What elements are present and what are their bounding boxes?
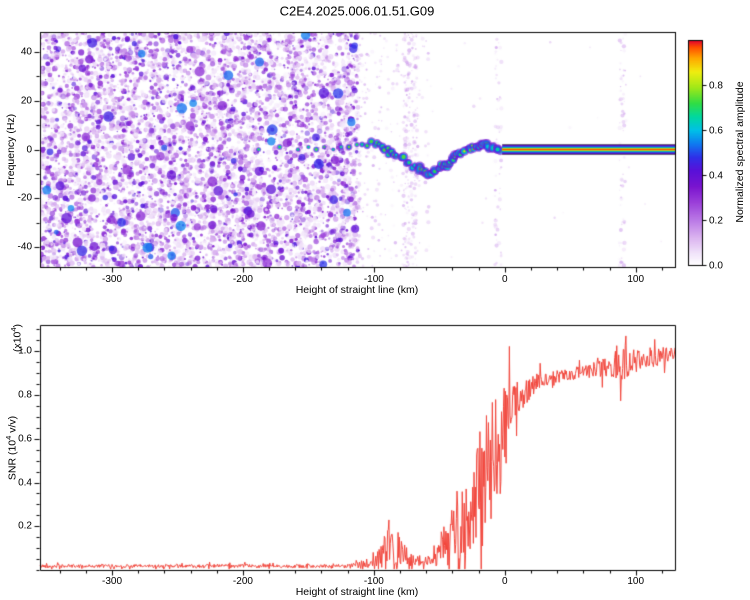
- figure-title: C2E4.2025.006.01.51.G09: [279, 3, 435, 19]
- ylabel-exponent: 4: [3, 435, 13, 440]
- spectrogram-canvas: [0, 0, 750, 300]
- tick-label: 0: [26, 144, 32, 155]
- tick-label: 0.8: [709, 80, 723, 91]
- ymult-exponent: 4: [8, 327, 18, 332]
- tick-label: 0: [502, 576, 508, 587]
- tick-label: 0: [502, 274, 508, 285]
- tick-label: -40: [17, 241, 32, 253]
- tick-label: 0.6: [18, 433, 32, 445]
- tick-label: -20: [17, 192, 32, 204]
- colorbar-label: Normalized spectral amplitude: [734, 81, 746, 223]
- top-yaxis-label: Frequency (Hz): [5, 113, 17, 187]
- tick-label: 40: [20, 46, 32, 58]
- tick-label: 20: [20, 95, 32, 107]
- tick-label: 0.4: [18, 477, 32, 488]
- tick-label: 1.0: [18, 345, 32, 357]
- tick-label: -100: [363, 576, 384, 587]
- tick-label: -200: [232, 576, 253, 587]
- bottom-yaxis-label: SNR (104 v/v): [4, 416, 19, 480]
- tick-label: -100: [363, 274, 384, 285]
- ylabel-part: SNR (10: [6, 439, 19, 481]
- ymult-part: ): [11, 323, 24, 328]
- tick-label: 0.4: [709, 170, 723, 181]
- ylabel-part: v/v): [6, 415, 19, 436]
- tick-label: -300: [101, 274, 123, 285]
- tick-label: -300: [101, 576, 123, 587]
- tick-label: 100: [627, 576, 645, 587]
- tick-label: 0.6: [709, 125, 723, 136]
- bottom-xaxis-label: Height of straight line (km): [295, 586, 419, 598]
- tick-label: 100: [627, 274, 645, 285]
- tick-label: 0.2: [18, 520, 32, 532]
- tick-label: -200: [232, 274, 253, 285]
- snr-canvas: [0, 300, 750, 600]
- top-xaxis-label: Height of straight line (km): [295, 284, 419, 296]
- tick-label: 0.2: [709, 215, 723, 226]
- tick-label: 0.8: [18, 389, 32, 401]
- tick-label: 0.0: [709, 260, 723, 271]
